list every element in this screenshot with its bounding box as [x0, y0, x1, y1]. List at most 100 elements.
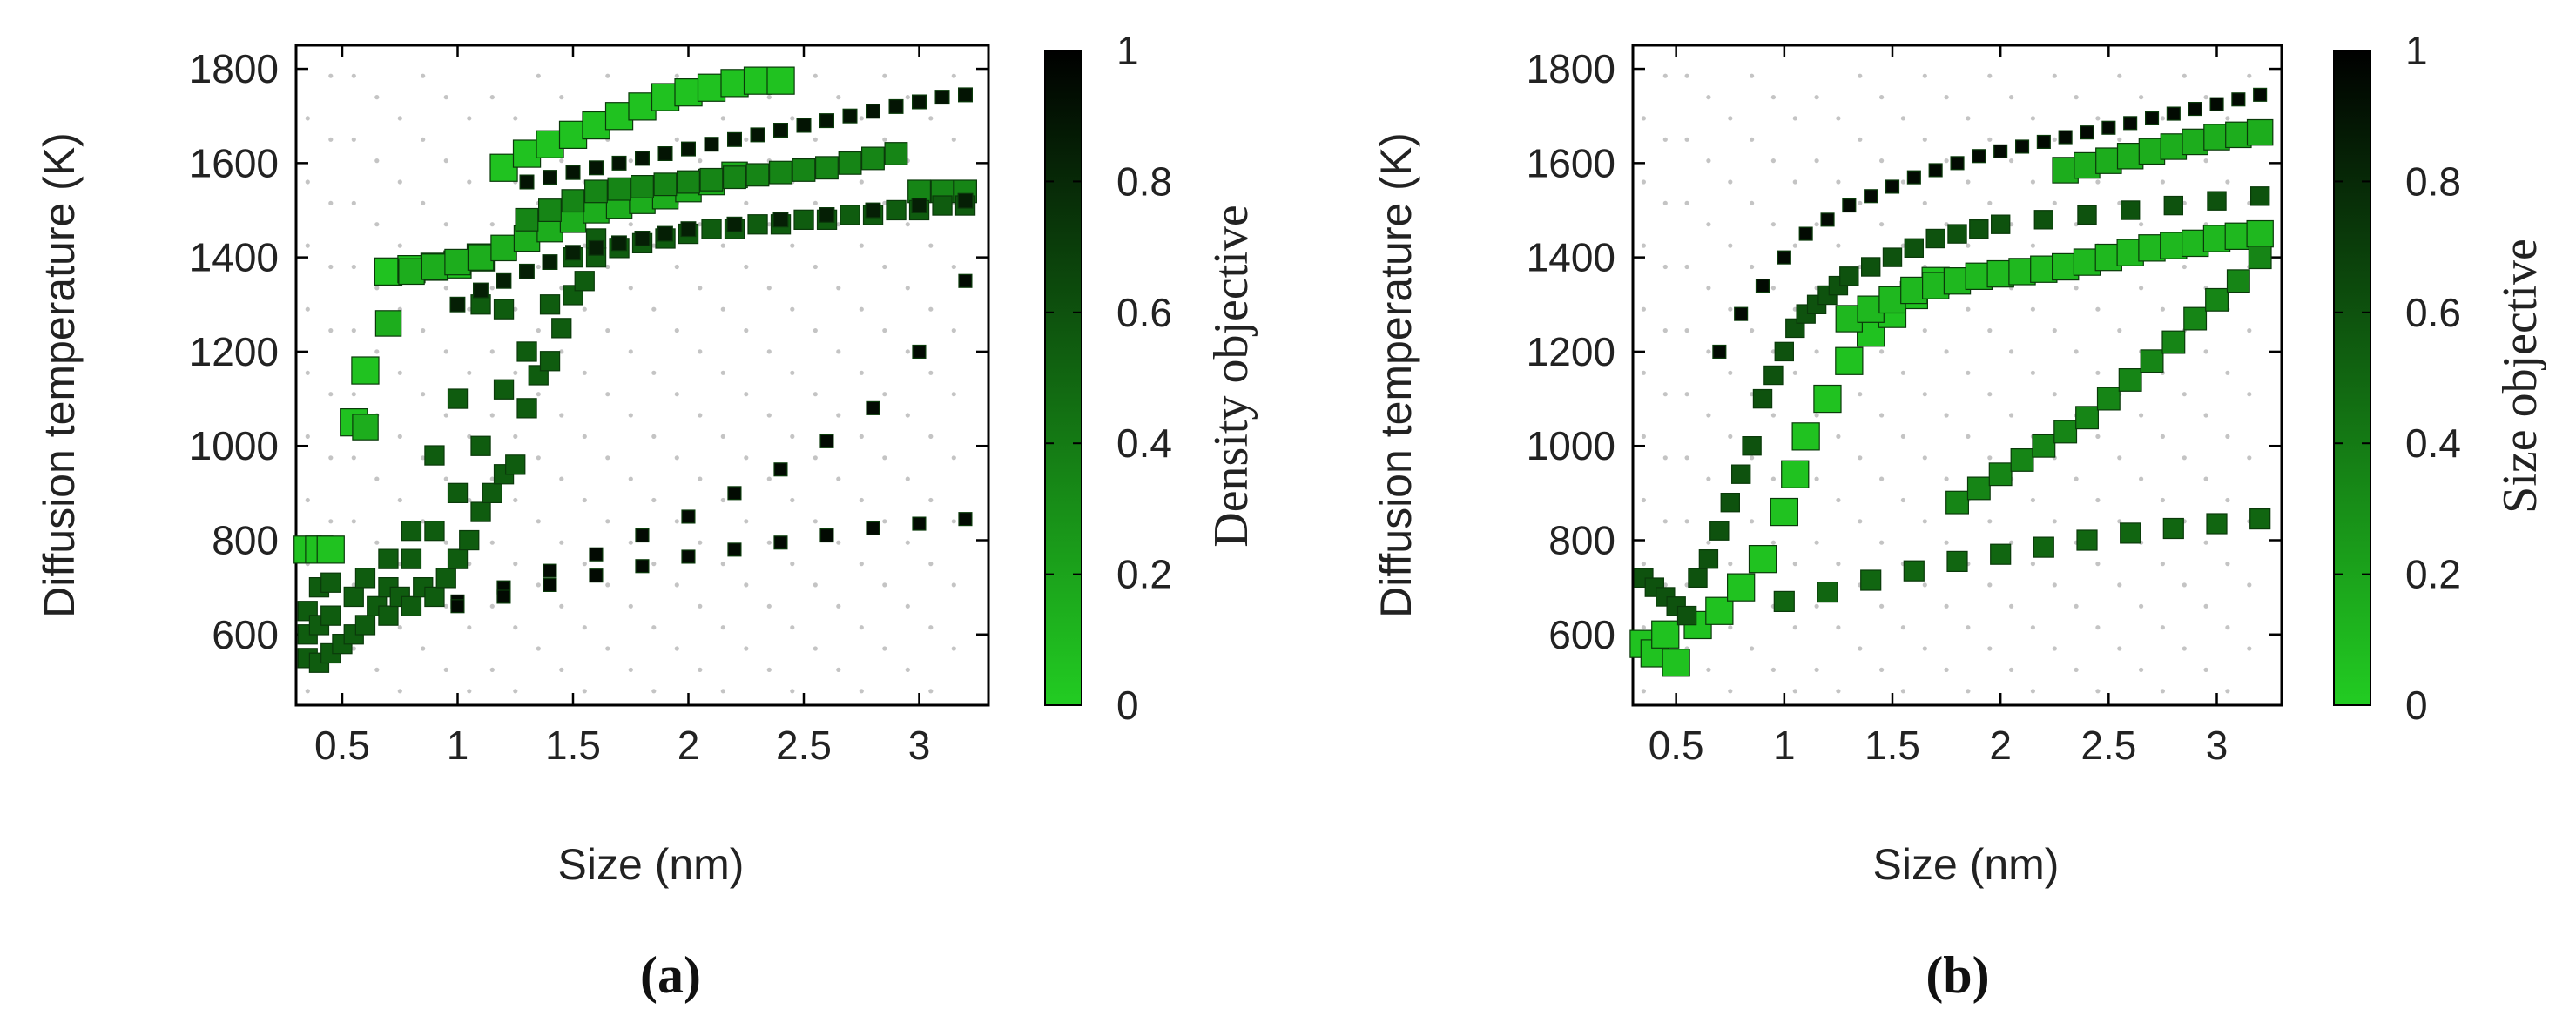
background-dot — [1684, 392, 1689, 397]
background-dot — [905, 222, 910, 227]
data-point — [320, 572, 341, 593]
background-dot — [2074, 603, 2079, 609]
data-point — [607, 177, 631, 201]
background-dot — [351, 455, 356, 461]
background-dot — [698, 667, 703, 673]
data-point — [542, 170, 557, 185]
background-dot — [2182, 455, 2187, 461]
data-point — [543, 563, 557, 578]
background-dot — [1770, 476, 1776, 481]
background-dot — [674, 73, 679, 78]
background-dot — [1750, 519, 1755, 524]
background-dot — [489, 222, 495, 227]
background-dot — [882, 519, 887, 524]
background-dot — [1900, 625, 1905, 630]
data-point — [2118, 368, 2142, 392]
background-dot — [1792, 116, 1797, 121]
data-point — [840, 205, 860, 225]
colorbar-tick-label: 0 — [1116, 683, 1139, 728]
background-dot — [628, 349, 633, 354]
background-dot — [1836, 243, 1841, 248]
data-point — [681, 509, 696, 524]
background-dot — [813, 137, 818, 142]
data-point — [2226, 269, 2250, 293]
data-point — [793, 209, 814, 231]
background-dot — [951, 582, 956, 588]
x-axis-label: Size (nm) — [1873, 840, 2060, 889]
data-point — [912, 344, 927, 359]
background-dot — [905, 286, 910, 291]
data-point — [1820, 212, 1835, 227]
background-dot — [328, 73, 334, 78]
background-dot — [1814, 540, 1819, 545]
background-dot — [1836, 625, 1841, 630]
background-dot — [1879, 667, 1885, 673]
background-dot — [2117, 137, 2122, 142]
background-dot — [1900, 370, 1905, 375]
data-point — [543, 577, 557, 592]
background-dot — [1706, 222, 1711, 227]
data-point — [588, 160, 604, 176]
background-dot — [790, 625, 795, 630]
background-dot — [443, 349, 448, 354]
background-dot — [421, 73, 426, 78]
background-dot — [859, 562, 864, 567]
background-dot — [790, 243, 795, 248]
data-point — [819, 207, 835, 223]
background-dot — [836, 476, 841, 481]
data-point — [2206, 513, 2228, 535]
background-dot — [467, 306, 472, 312]
background-dot — [1944, 349, 1949, 354]
background-dot — [674, 264, 679, 270]
data-points — [293, 66, 977, 673]
background-dot — [2052, 392, 2057, 397]
data-point — [722, 165, 746, 190]
background-dot — [651, 243, 657, 248]
background-dot — [1922, 137, 1927, 142]
data-point — [2209, 97, 2224, 111]
data-point — [435, 568, 456, 589]
background-dot — [305, 116, 310, 121]
background-dot — [397, 497, 402, 503]
data-point — [957, 87, 973, 103]
background-dot — [1662, 455, 1668, 461]
data-point — [490, 234, 517, 262]
data-point — [320, 605, 341, 626]
data-point — [2183, 306, 2208, 331]
data-point — [2253, 87, 2268, 102]
background-dot — [2030, 370, 2035, 375]
background-dot — [1900, 116, 1905, 121]
background-dot — [443, 603, 448, 609]
background-dot — [2225, 689, 2230, 694]
data-point — [516, 398, 537, 419]
background-dot — [1662, 519, 1668, 524]
data-points — [1629, 87, 2274, 677]
background-dot — [836, 349, 841, 354]
background-dot — [1966, 434, 1971, 439]
data-point — [773, 462, 788, 477]
background-dot — [2203, 540, 2208, 545]
background-dot — [1684, 137, 1689, 142]
background-dot — [1750, 328, 1755, 333]
background-dot — [766, 413, 772, 418]
background-dot — [1966, 370, 1971, 375]
background-dot — [582, 625, 587, 630]
background-dot — [1750, 264, 1755, 270]
background-dot — [859, 689, 864, 694]
data-point — [611, 155, 627, 171]
data-point — [2096, 387, 2121, 411]
data-point — [2188, 101, 2202, 117]
data-point — [1966, 476, 1991, 501]
background-dot — [1706, 349, 1711, 354]
data-point — [819, 113, 834, 129]
background-dot — [2182, 264, 2187, 270]
background-dot — [2160, 116, 2165, 121]
background-dot — [698, 540, 703, 545]
background-dot — [628, 222, 633, 227]
colorbar-tick-label: 0.4 — [2405, 420, 2461, 466]
background-dot — [836, 413, 841, 418]
background-dot — [1944, 603, 1949, 609]
data-point — [574, 271, 595, 292]
background-dot — [2095, 689, 2101, 694]
background-dot — [467, 689, 472, 694]
